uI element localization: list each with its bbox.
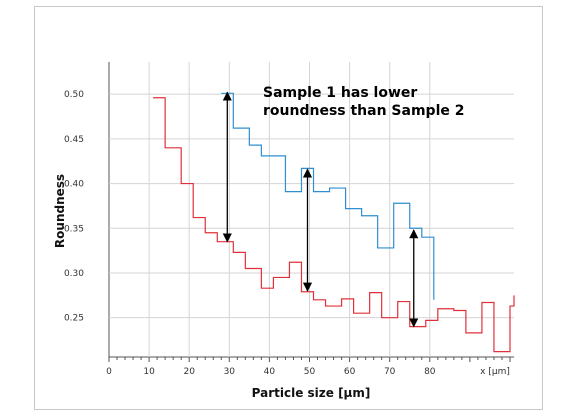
y-tick-label: 0.40 bbox=[64, 180, 84, 190]
x-tick-label: 60 bbox=[344, 367, 356, 377]
annotation-line-2: roundness than Sample 2 bbox=[263, 103, 464, 119]
tick-labels: 0 10 20 30 40 50 60 70 80 0.25 0.30 0.35 0.40 0.45 0.5… bbox=[64, 90, 436, 377]
y-tick-label: 0.25 bbox=[64, 314, 84, 324]
x-tick-label: 70 bbox=[384, 367, 396, 377]
x-unit-label: x [µm] bbox=[480, 367, 510, 377]
y-axis-title: Roundness bbox=[53, 174, 67, 248]
arrow-group bbox=[222, 91, 419, 328]
x-tick-label: 40 bbox=[264, 367, 276, 377]
y-tick-label: 0.30 bbox=[64, 269, 84, 279]
chart-frame bbox=[34, 6, 543, 410]
x-tick-label: 50 bbox=[304, 367, 316, 377]
series-2-line bbox=[153, 97, 515, 353]
series-group bbox=[153, 92, 515, 353]
series-1-line bbox=[221, 92, 435, 300]
y-tick-label: 0.35 bbox=[64, 224, 84, 234]
x-axis-title: Particle size [µm] bbox=[252, 386, 371, 400]
y-tick-label: 0.50 bbox=[64, 90, 84, 100]
x-tick-label: 0 bbox=[106, 367, 112, 377]
x-tick-label: 20 bbox=[183, 367, 195, 377]
x-tick-label: 80 bbox=[424, 367, 436, 377]
annotation-line-1: Sample 1 has lower bbox=[263, 85, 417, 101]
grid bbox=[108, 62, 514, 362]
x-tick-label: 10 bbox=[143, 367, 155, 377]
x-tick-label: 30 bbox=[224, 367, 236, 377]
y-tick-label: 0.45 bbox=[64, 135, 84, 145]
